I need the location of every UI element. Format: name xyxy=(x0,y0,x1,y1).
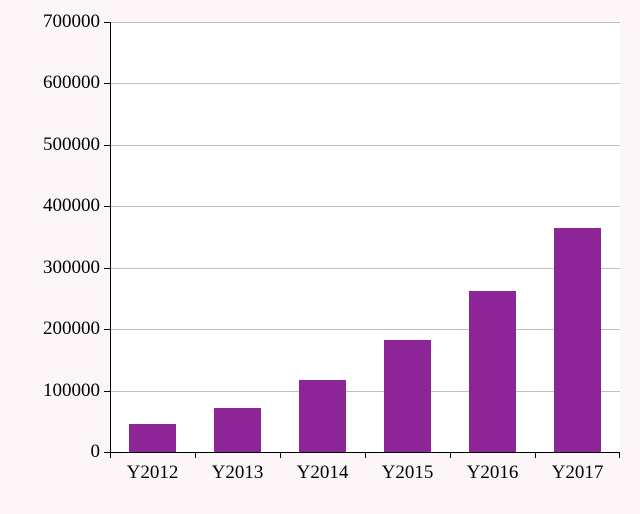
bar xyxy=(469,291,517,452)
y-tick-label: 600000 xyxy=(43,72,100,94)
gridline xyxy=(110,145,620,146)
chart-canvas: 0 100000 200000 300000 400000 500000 600000 700… xyxy=(0,0,640,514)
bar xyxy=(554,228,602,452)
x-tick-label: Y2014 xyxy=(297,462,349,484)
gridline xyxy=(110,83,620,84)
y-tick-label: 200000 xyxy=(43,318,100,340)
y-tick-label: 100000 xyxy=(43,380,100,402)
plot-area xyxy=(110,22,620,452)
gridline xyxy=(110,329,620,330)
y-tick-label: 0 xyxy=(91,441,101,463)
x-tick-label: Y2015 xyxy=(382,462,434,484)
gridline xyxy=(110,391,620,392)
x-tick-label: Y2013 xyxy=(212,462,264,484)
bar xyxy=(299,380,347,452)
x-tick-label: Y2016 xyxy=(467,462,519,484)
bar xyxy=(214,408,262,452)
x-tick-label: Y2017 xyxy=(552,462,604,484)
bar xyxy=(384,340,432,452)
gridline xyxy=(110,22,620,23)
x-axis-line xyxy=(110,452,620,453)
bar xyxy=(129,424,177,452)
y-tick-label: 700000 xyxy=(43,11,100,33)
y-tick-label: 300000 xyxy=(43,257,100,279)
y-axis-line xyxy=(110,22,111,452)
gridline xyxy=(110,268,620,269)
y-tick-label: 500000 xyxy=(43,134,100,156)
x-tick-label: Y2012 xyxy=(127,462,179,484)
gridline xyxy=(110,206,620,207)
y-tick-label: 400000 xyxy=(43,195,100,217)
